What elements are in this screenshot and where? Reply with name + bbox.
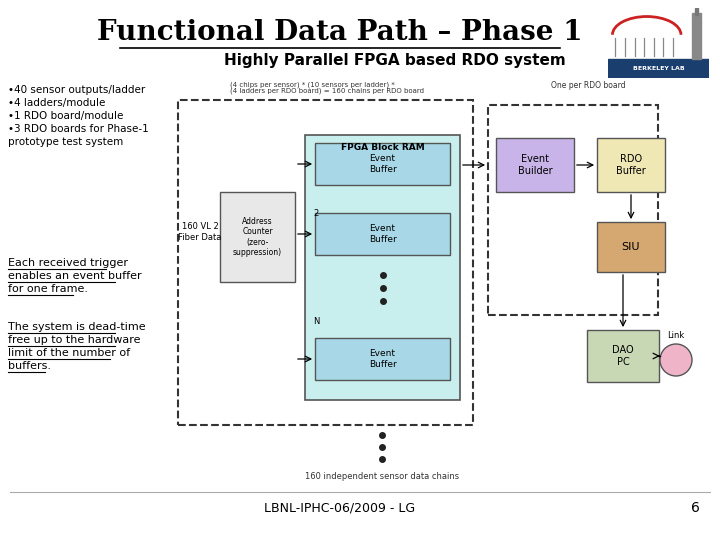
Text: N: N [313, 318, 320, 327]
Text: buffers.: buffers. [8, 361, 51, 371]
Text: 160 independent sensor data chains: 160 independent sensor data chains [305, 472, 459, 481]
Text: •1 RDO board/module: •1 RDO board/module [8, 111, 123, 121]
Bar [608, 59, 709, 78]
Text: Address
Counter
(zero-
suppression): Address Counter (zero- suppression) [233, 217, 282, 257]
Bar [178, 100, 473, 425]
Bar [315, 338, 450, 380]
Text: limit of the number of: limit of the number of [8, 348, 130, 358]
Bar [597, 138, 665, 192]
Text: 6: 6 [690, 501, 699, 515]
Text: The system is dead-time: The system is dead-time [8, 322, 145, 332]
Text: Link: Link [667, 331, 685, 340]
Circle shape [660, 344, 692, 376]
Text: Event
Buffer: Event Buffer [369, 224, 397, 244]
Text: •4 ladders/module: •4 ladders/module [8, 98, 105, 108]
Text: Event
Builder: Event Builder [518, 154, 552, 176]
Text: RDO
Buffer: RDO Buffer [616, 154, 646, 176]
Text: (4 chips per sensor) * (10 sensors per ladder) *: (4 chips per sensor) * (10 sensors per l… [230, 81, 395, 87]
Text: •3 RDO boards for Phase-1: •3 RDO boards for Phase-1 [8, 124, 149, 134]
Bar [496, 138, 574, 192]
Bar [692, 13, 701, 59]
Text: FPGA Block RAM: FPGA Block RAM [341, 143, 424, 152]
Bar [220, 192, 295, 282]
Bar [695, 8, 698, 15]
Bar [587, 330, 659, 382]
Text: free up to the hardware: free up to the hardware [8, 335, 140, 345]
Text: prototype test system: prototype test system [8, 137, 123, 147]
Text: LBNL-IPHC-06/2009 - LG: LBNL-IPHC-06/2009 - LG [264, 502, 415, 515]
Text: (4 ladders per RDO board) = 160 chains per RDO board: (4 ladders per RDO board) = 160 chains p… [230, 88, 424, 94]
Text: Each received trigger: Each received trigger [8, 258, 128, 268]
Text: DAO
PC: DAO PC [612, 345, 634, 367]
Text: 2: 2 [313, 210, 318, 219]
Text: for one frame.: for one frame. [8, 284, 88, 294]
Text: Highly Parallel FPGA based RDO system: Highly Parallel FPGA based RDO system [224, 53, 566, 69]
Bar [488, 105, 658, 315]
Text: SIU: SIU [622, 242, 640, 252]
Text: enables an event buffer: enables an event buffer [8, 271, 142, 281]
Bar [597, 222, 665, 272]
Bar [315, 143, 450, 185]
Bar [305, 135, 460, 400]
Text: One per RDO board: One per RDO board [551, 81, 625, 90]
Text: BERKELEY LAB: BERKELEY LAB [633, 66, 685, 71]
Bar [315, 213, 450, 255]
Text: Event
Buffer: Event Buffer [369, 349, 397, 369]
Text: 160 VL 2
Fiber Data: 160 VL 2 Fiber Data [179, 222, 222, 242]
Text: •40 sensor outputs/ladder: •40 sensor outputs/ladder [8, 85, 145, 95]
Text: Functional Data Path – Phase 1: Functional Data Path – Phase 1 [97, 18, 582, 45]
Text: Event
Buffer: Event Buffer [369, 154, 397, 174]
